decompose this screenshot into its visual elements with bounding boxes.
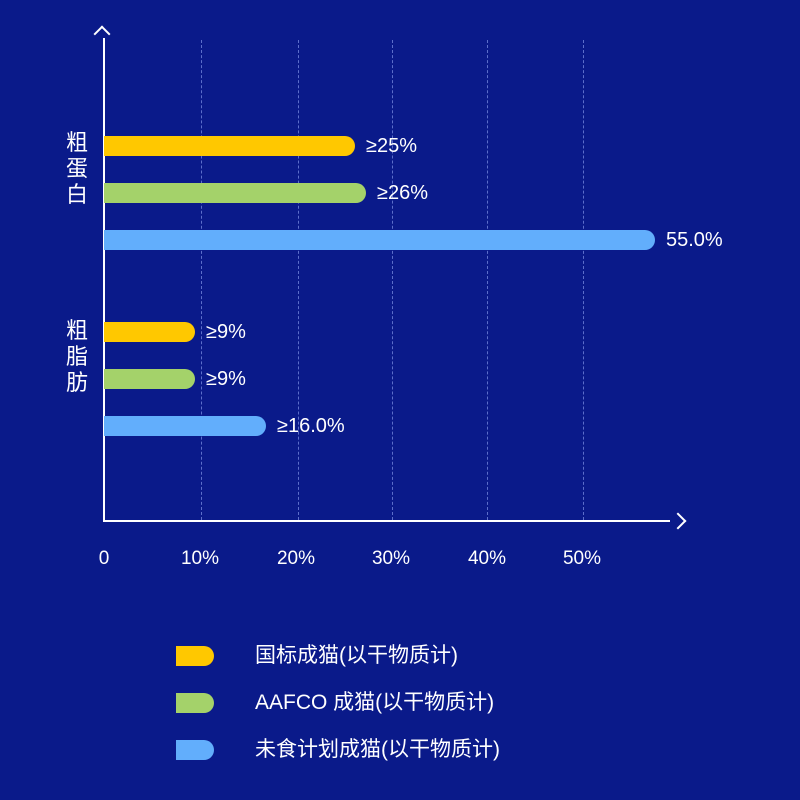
legend-label: 国标成猫(以干物质计): [255, 644, 458, 667]
x-tick-label: 40%: [467, 548, 507, 569]
category-label-char: 粗: [65, 318, 88, 343]
legend-label: AAFCO 成猫(以干物质计): [255, 691, 495, 714]
grid-line: [201, 40, 202, 520]
y-axis: [103, 38, 105, 522]
bar-value-label: ≥25%: [366, 135, 418, 157]
bar: [104, 230, 655, 250]
bar-value-label: ≥9%: [206, 368, 246, 390]
x-tick-label: 20%: [276, 548, 316, 569]
category-label-char: 肪: [65, 370, 88, 395]
category-label-char: 白: [65, 182, 88, 207]
bar: [104, 183, 366, 203]
x-tick-label: 30%: [371, 548, 411, 569]
bar-value-label: ≥26%: [377, 182, 429, 204]
x-tick-label: 0: [98, 548, 110, 569]
category-label-char: 蛋: [65, 156, 88, 181]
bar: [104, 369, 195, 389]
legend-swatch: [176, 693, 214, 713]
grid-line: [392, 40, 393, 520]
x-tick-label: 10%: [180, 548, 220, 569]
bar-value-label: ≥9%: [206, 321, 246, 343]
category-label-char: 粗: [65, 130, 88, 155]
legend-label: 未食计划成猫(以干物质计): [255, 738, 500, 761]
bar: [104, 136, 355, 156]
bar: [104, 322, 195, 342]
x-axis: [103, 520, 670, 522]
bar-value-label: ≥16.0%: [277, 415, 345, 437]
arrow-up-icon: [93, 25, 111, 43]
category-label-char: 脂: [65, 344, 88, 369]
bar: [104, 416, 266, 436]
bar-value-label: 55.0%: [666, 229, 723, 251]
legend-swatch: [176, 740, 214, 760]
x-tick-label: 50%: [562, 548, 602, 569]
grid-line: [298, 40, 299, 520]
legend-swatch: [176, 646, 214, 666]
arrow-right-icon: [669, 512, 687, 530]
grid-line: [487, 40, 488, 520]
grid-line: [583, 40, 584, 520]
